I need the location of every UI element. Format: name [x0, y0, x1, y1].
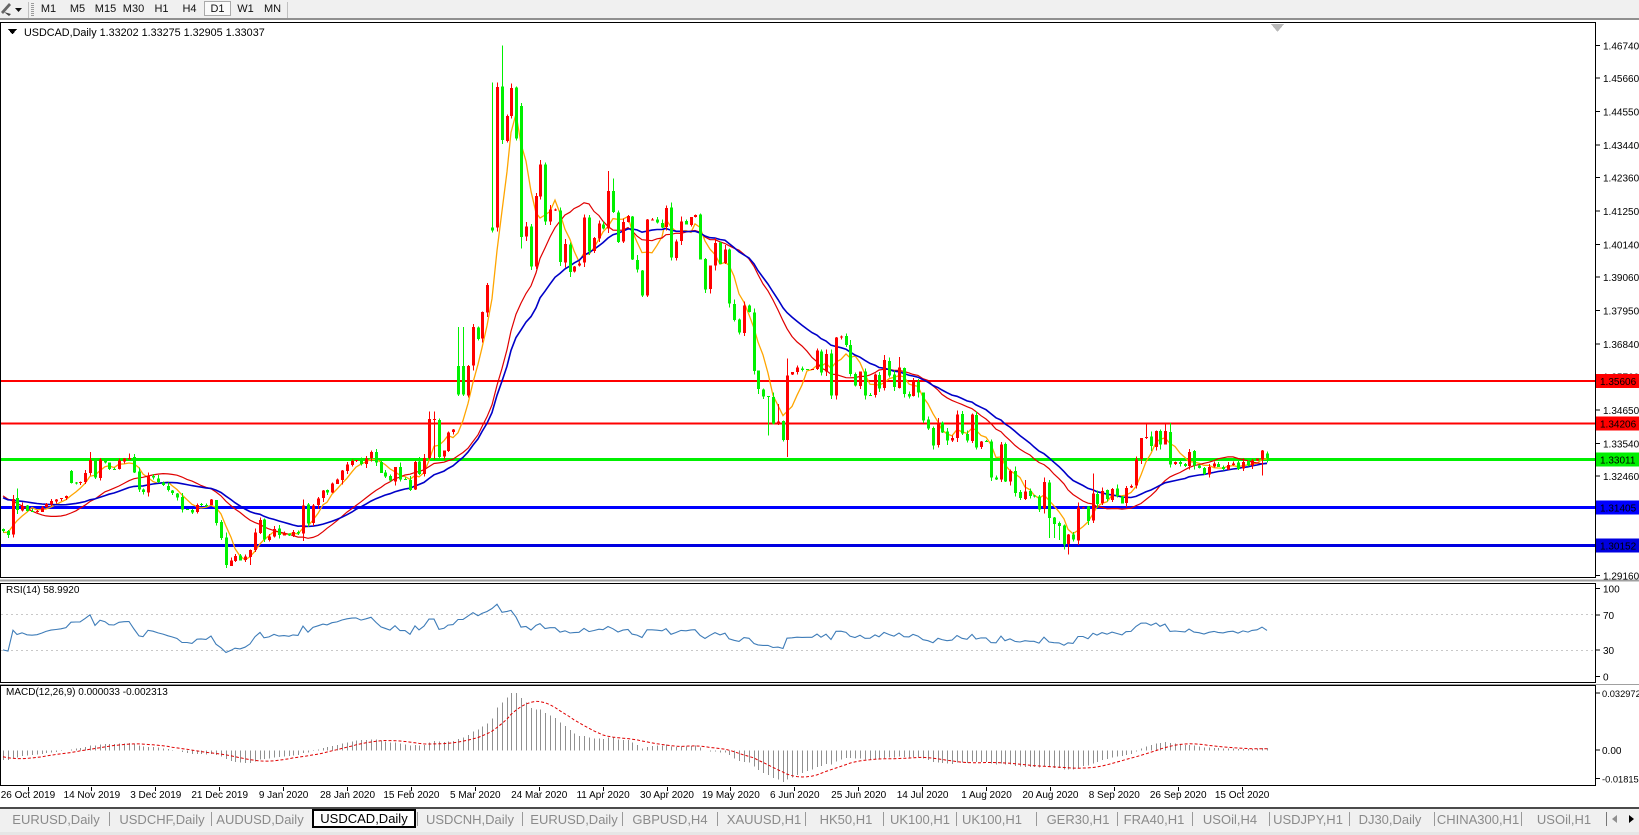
svg-text:1.36840: 1.36840 [1603, 340, 1639, 351]
svg-text:1.42360: 1.42360 [1603, 174, 1639, 185]
svg-text:6 Jun 2020: 6 Jun 2020 [770, 790, 820, 801]
svg-text:30: 30 [1603, 646, 1615, 657]
svg-text:21 Dec 2019: 21 Dec 2019 [191, 790, 248, 801]
svg-text:30 Apr 2020: 30 Apr 2020 [640, 790, 694, 801]
svg-text:1.30152: 1.30152 [1600, 542, 1637, 553]
svg-text:1.31405: 1.31405 [1600, 504, 1637, 515]
svg-text:RSI(14) 58.9920: RSI(14) 58.9920 [6, 585, 80, 596]
svg-text:0.032972: 0.032972 [1602, 689, 1639, 699]
svg-text:1.37950: 1.37950 [1603, 307, 1639, 318]
svg-text:0.00: 0.00 [1602, 746, 1622, 757]
svg-text:14 Nov 2019: 14 Nov 2019 [64, 790, 121, 801]
svg-text:1.46740: 1.46740 [1603, 42, 1639, 53]
svg-text:26 Sep 2020: 26 Sep 2020 [1150, 790, 1207, 801]
svg-text:USDCAD,Daily 1.33202 1.33275: USDCAD,Daily 1.33202 1.33275 1.32905 1.3… [24, 27, 265, 39]
svg-text:1.39060: 1.39060 [1603, 273, 1639, 284]
svg-text:1 Aug 2020: 1 Aug 2020 [961, 790, 1012, 801]
svg-text:11 Apr 2020: 11 Apr 2020 [576, 790, 630, 801]
svg-text:1.34650: 1.34650 [1603, 406, 1639, 417]
svg-text:1.33011: 1.33011 [1600, 456, 1636, 467]
svg-text:1.41250: 1.41250 [1603, 207, 1639, 218]
svg-text:1.35606: 1.35606 [1600, 377, 1637, 388]
svg-text:14 Jul 2020: 14 Jul 2020 [897, 790, 949, 801]
svg-text:20 Aug 2020: 20 Aug 2020 [1022, 790, 1079, 801]
svg-text:1.32460: 1.32460 [1603, 472, 1639, 483]
svg-text:1.45660: 1.45660 [1603, 74, 1639, 85]
svg-text:25 Jun 2020: 25 Jun 2020 [831, 790, 886, 801]
svg-text:24 Mar 2020: 24 Mar 2020 [511, 790, 568, 801]
svg-text:1.44550: 1.44550 [1603, 108, 1639, 119]
svg-text:9 Jan 2020: 9 Jan 2020 [259, 790, 309, 801]
svg-text:1.43440: 1.43440 [1603, 141, 1639, 152]
svg-text:MACD(12,26,9) 0.000033 -0.0023: MACD(12,26,9) 0.000033 -0.002313 [6, 687, 168, 698]
svg-text:8 Sep 2020: 8 Sep 2020 [1089, 790, 1141, 801]
svg-text:5 Mar 2020: 5 Mar 2020 [450, 790, 501, 801]
svg-text:19 May 2020: 19 May 2020 [702, 790, 760, 801]
svg-text:1.29160: 1.29160 [1603, 571, 1639, 582]
svg-text:1.33540: 1.33540 [1603, 439, 1639, 450]
svg-text:26 Oct 2019: 26 Oct 2019 [1, 790, 56, 801]
svg-text:3 Dec 2019: 3 Dec 2019 [130, 790, 182, 801]
svg-text:0: 0 [1603, 673, 1609, 684]
svg-text:-0.018154: -0.018154 [1602, 775, 1639, 785]
svg-text:15 Oct 2020: 15 Oct 2020 [1215, 790, 1270, 801]
svg-text:1.34206: 1.34206 [1600, 420, 1637, 431]
svg-text:100: 100 [1603, 585, 1620, 596]
svg-text:28 Jan 2020: 28 Jan 2020 [320, 790, 375, 801]
svg-text:1.40140: 1.40140 [1603, 240, 1639, 251]
svg-text:15 Feb 2020: 15 Feb 2020 [383, 790, 440, 801]
svg-text:70: 70 [1603, 611, 1615, 622]
